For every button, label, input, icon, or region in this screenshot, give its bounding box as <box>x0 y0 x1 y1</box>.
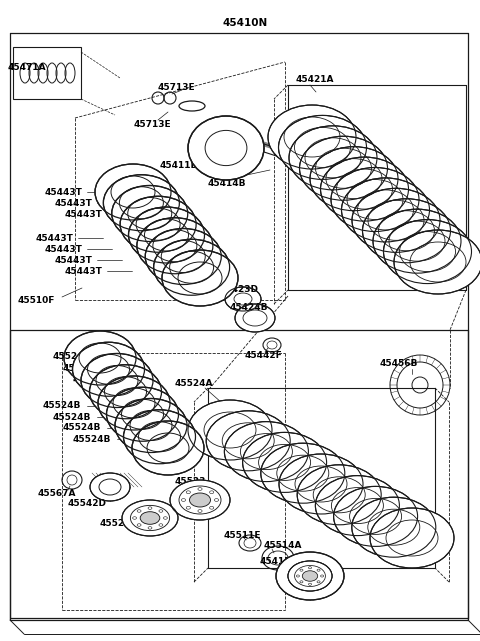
Ellipse shape <box>120 196 196 253</box>
Text: 45443T: 45443T <box>65 210 103 219</box>
Ellipse shape <box>112 185 188 242</box>
Ellipse shape <box>225 287 261 311</box>
Ellipse shape <box>103 175 180 231</box>
Ellipse shape <box>132 421 204 475</box>
Text: 45511E: 45511E <box>224 531 262 540</box>
Text: 45524B: 45524B <box>53 351 91 360</box>
Text: 45514A: 45514A <box>264 540 302 549</box>
Ellipse shape <box>394 230 480 294</box>
Ellipse shape <box>95 164 171 220</box>
Ellipse shape <box>98 376 170 430</box>
Text: 45411D: 45411D <box>160 160 199 169</box>
Ellipse shape <box>242 433 326 492</box>
Text: 45542D: 45542D <box>68 499 107 508</box>
Ellipse shape <box>331 167 419 231</box>
Text: 45713E: 45713E <box>158 83 196 92</box>
Ellipse shape <box>362 199 451 263</box>
Text: 45443T: 45443T <box>55 256 93 265</box>
Ellipse shape <box>384 220 471 283</box>
Bar <box>13 47 81 99</box>
Ellipse shape <box>129 207 204 263</box>
Ellipse shape <box>370 508 454 568</box>
Ellipse shape <box>315 476 399 536</box>
Ellipse shape <box>107 387 179 441</box>
Ellipse shape <box>352 497 436 557</box>
Text: 45567A: 45567A <box>38 488 76 497</box>
Ellipse shape <box>64 331 136 385</box>
Ellipse shape <box>373 209 461 273</box>
Ellipse shape <box>123 410 195 463</box>
Ellipse shape <box>341 178 430 242</box>
Text: 45410N: 45410N <box>222 18 268 28</box>
Ellipse shape <box>321 157 408 221</box>
Text: 45510F: 45510F <box>18 296 55 304</box>
Text: 45443T: 45443T <box>45 188 83 197</box>
Text: 45524B: 45524B <box>53 413 91 422</box>
Text: 45422: 45422 <box>195 265 227 274</box>
Ellipse shape <box>288 561 332 591</box>
Ellipse shape <box>137 218 213 274</box>
Ellipse shape <box>334 487 418 546</box>
Ellipse shape <box>352 188 440 253</box>
Text: 45524C: 45524C <box>100 519 138 528</box>
Text: 45443T: 45443T <box>55 199 93 208</box>
Ellipse shape <box>190 493 211 507</box>
Text: 45524B: 45524B <box>63 424 101 433</box>
Ellipse shape <box>90 473 130 501</box>
Ellipse shape <box>302 570 318 581</box>
Ellipse shape <box>279 454 363 514</box>
Text: 45523: 45523 <box>175 478 206 487</box>
Ellipse shape <box>188 116 264 180</box>
Text: 45443T: 45443T <box>65 267 103 276</box>
Ellipse shape <box>310 147 398 211</box>
Ellipse shape <box>162 250 238 306</box>
Ellipse shape <box>122 500 178 536</box>
Text: 45443T: 45443T <box>36 233 74 242</box>
Ellipse shape <box>81 353 153 408</box>
Text: 45471A: 45471A <box>8 63 47 72</box>
Text: 45443T: 45443T <box>45 244 83 253</box>
Ellipse shape <box>206 411 290 470</box>
Text: 45456B: 45456B <box>380 358 419 367</box>
Ellipse shape <box>235 304 275 332</box>
Text: 45524B: 45524B <box>73 374 111 383</box>
Ellipse shape <box>297 465 381 525</box>
Text: 45421A: 45421A <box>296 74 335 83</box>
Text: 45423D: 45423D <box>220 285 259 294</box>
Text: 45524B: 45524B <box>73 435 111 444</box>
Text: 45424B: 45424B <box>230 303 268 312</box>
Ellipse shape <box>268 105 356 169</box>
Ellipse shape <box>140 512 160 524</box>
Text: 45524B: 45524B <box>63 363 101 372</box>
Ellipse shape <box>145 228 221 285</box>
Text: 45524A: 45524A <box>175 378 214 388</box>
Ellipse shape <box>300 137 387 200</box>
Ellipse shape <box>115 399 187 453</box>
Ellipse shape <box>261 443 345 503</box>
Text: 45412: 45412 <box>260 556 291 565</box>
Ellipse shape <box>276 552 344 600</box>
Ellipse shape <box>89 365 161 419</box>
Ellipse shape <box>289 126 377 190</box>
Text: 45442F: 45442F <box>245 351 283 360</box>
Text: 45414B: 45414B <box>208 178 247 188</box>
Ellipse shape <box>72 342 144 396</box>
Ellipse shape <box>224 422 308 481</box>
Text: 45524B: 45524B <box>43 401 82 410</box>
Ellipse shape <box>154 239 229 296</box>
Ellipse shape <box>188 400 272 460</box>
Ellipse shape <box>170 480 230 520</box>
Ellipse shape <box>278 115 367 179</box>
Text: 45713E: 45713E <box>134 119 172 128</box>
